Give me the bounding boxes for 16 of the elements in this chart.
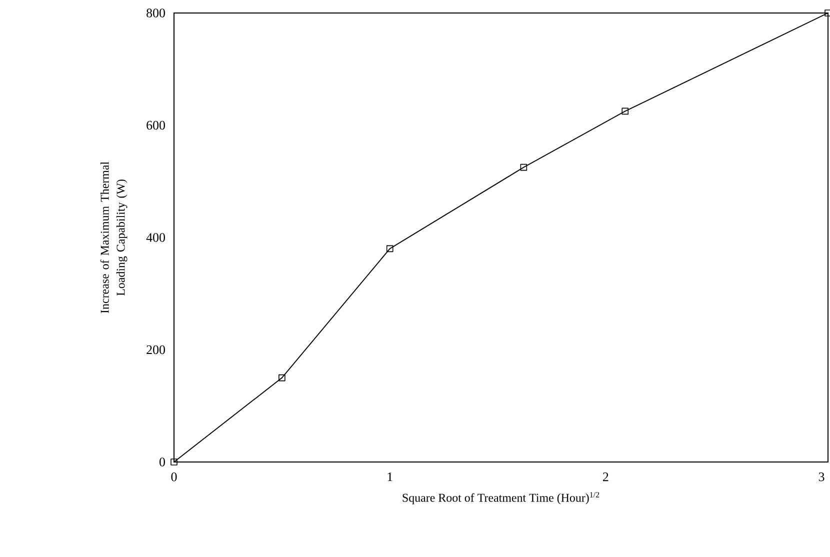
y-tick-label: 600 bbox=[146, 120, 165, 130]
point bbox=[170, 458, 178, 466]
x-tick-label: 3 bbox=[818, 472, 824, 482]
x-tick-label: 1 bbox=[388, 472, 392, 482]
x-axis-title: Square Root of Treatment Time (Hour)$^{1/2}$ bbox=[402, 492, 600, 504]
x-tick-label: 2 bbox=[603, 472, 608, 482]
point bbox=[278, 374, 286, 382]
y-tick-label: 800 bbox=[146, 8, 165, 18]
point bbox=[520, 164, 528, 171]
point bbox=[622, 108, 629, 115]
y-axis-title: Increase of Maximum Thermal Loading Capability (W) bbox=[100, 162, 128, 314]
point bbox=[386, 245, 394, 252]
x-tick-label: 0 bbox=[171, 472, 177, 482]
y-tick-label: 0 bbox=[160, 458, 165, 466]
y-tick-label: 200 bbox=[146, 345, 165, 354]
y-tick-label: 400 bbox=[146, 233, 165, 242]
